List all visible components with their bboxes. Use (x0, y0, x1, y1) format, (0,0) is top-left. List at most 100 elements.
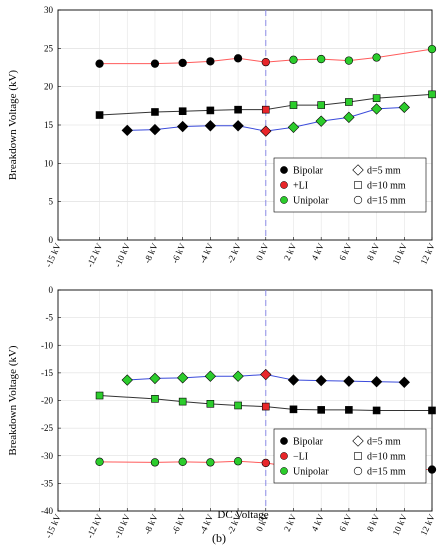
y-tick-label: -15 (41, 368, 53, 378)
x-tick-label: -12 kV (85, 241, 105, 269)
x-axis-title: DC Voltage (217, 509, 268, 521)
data-point-square (428, 90, 436, 99)
x-tick-label: -6 kV (170, 241, 188, 264)
x-tick-label: 12 kV (418, 512, 437, 537)
data-point-diamond (232, 120, 244, 132)
y-tick-label: -10 (41, 340, 53, 350)
y-tick-label: 30 (44, 5, 54, 15)
data-point-circle (206, 458, 215, 467)
data-point-diamond (204, 370, 217, 382)
data-point-diamond (370, 103, 383, 115)
data-point-square (206, 400, 215, 408)
legend-color-label: Unipolar (293, 196, 329, 207)
legend-shape-swatch (354, 452, 362, 460)
legend-shape-swatch (352, 435, 364, 447)
legend-shape-label: d=10 mm (367, 181, 406, 192)
x-tick-label: 4 kV (309, 512, 326, 533)
y-tick-label: -30 (41, 451, 53, 461)
x-tick-label: 8 kV (365, 512, 382, 533)
x-tick-label: -10 kV (112, 512, 132, 540)
data-point-square (206, 106, 215, 115)
y-tick-label: 5 (49, 197, 54, 207)
legend-shape-swatch (353, 466, 363, 476)
legend-shape-swatch (352, 164, 364, 176)
data-point-square (428, 406, 436, 415)
data-point-square (289, 405, 298, 414)
x-tick-label: 6 kV (337, 241, 354, 262)
data-point-circle (261, 458, 270, 468)
data-point-diamond (149, 372, 161, 385)
x-tick-label: -8 kV (142, 512, 160, 535)
data-point-circle (95, 457, 104, 466)
data-point-square (151, 395, 159, 403)
legend: Bipolar +LI Unipolar d=5 mm d=10 mm d=15 mm (273, 157, 427, 213)
data-point-diamond (232, 370, 244, 382)
data-point-circle (150, 458, 160, 467)
y-tick-label: -40 (41, 506, 53, 516)
y-axis-title: Breakdown Voltage (kV) (7, 70, 19, 181)
data-point-square (345, 406, 353, 414)
data-point-square (234, 105, 242, 114)
data-point-diamond (315, 374, 327, 387)
legend-box (273, 157, 427, 213)
data-point-diamond (121, 124, 133, 137)
data-point-square (289, 101, 298, 109)
x-tick-label: -8 kV (142, 241, 160, 264)
y-tick-label: -35 (41, 478, 53, 488)
legend-color-swatch (280, 181, 288, 189)
data-point-diamond (260, 368, 272, 381)
legend-shape-label: d=15 mm (367, 467, 406, 478)
data-point-diamond (121, 374, 133, 386)
x-tick-label: 10 kV (391, 512, 410, 537)
data-point-circle (233, 457, 243, 466)
y-tick-label: -5 (46, 313, 54, 323)
legend-color-label: Bipolar (293, 437, 324, 448)
x-tick-label: -6 kV (170, 512, 188, 535)
data-point-diamond (315, 115, 327, 127)
data-point-circle (427, 465, 437, 474)
data-point-diamond (287, 121, 300, 133)
legend-box (273, 428, 427, 484)
x-tick-label: 2 kV (282, 241, 299, 262)
data-point-circle (289, 55, 298, 64)
legend-color-swatch (280, 467, 288, 475)
data-point-square (261, 105, 270, 114)
x-tick-label: 4 kV (309, 241, 326, 262)
y-axis-title: Breakdown Voltage (kV) (7, 345, 19, 456)
legend-shape-swatch (354, 181, 362, 189)
x-tick-label: 10 kV (391, 241, 410, 266)
data-point-diamond (260, 125, 272, 137)
data-point-diamond (343, 111, 355, 124)
y-tick-label: -25 (41, 423, 53, 433)
data-point-diamond (343, 375, 355, 387)
x-tick-label: 2 kV (282, 512, 299, 533)
x-tick-label: -12 kV (85, 512, 105, 540)
data-point-circle (178, 58, 187, 68)
chart-a: 0 5 10 15 20 25 30 -15 kV -12 kV -10 kV -8 kV -6 kV… (7, 5, 437, 327)
data-point-circle (372, 53, 381, 62)
data-point-square (345, 98, 353, 106)
data-point-circle (427, 44, 437, 54)
data-point-circle (206, 57, 215, 66)
legend-color-label: Unipolar (293, 467, 329, 478)
x-tick-label: 12 kV (418, 241, 437, 266)
legend-color-swatch (280, 452, 288, 460)
y-tick-label: -20 (41, 396, 53, 406)
x-tick-label: 0 kV (254, 241, 271, 262)
data-point-diamond (204, 120, 217, 132)
x-tick-label: -15 kV (43, 241, 63, 269)
x-tick-label: -15 kV (43, 512, 63, 540)
y-tick-label: 10 (44, 158, 54, 168)
data-point-diamond (149, 123, 161, 136)
data-point-circle (150, 59, 160, 68)
legend-shape-label: d=5 mm (367, 437, 401, 448)
legend-color-swatch (280, 166, 288, 174)
data-point-square (372, 406, 381, 415)
data-point-square (317, 406, 325, 414)
legend-shape-label: d=5 mm (367, 166, 401, 177)
x-tick-label: -4 kV (197, 241, 215, 264)
legend-shape-swatch (353, 195, 363, 205)
data-point-square (261, 402, 270, 411)
data-point-diamond (398, 376, 410, 388)
